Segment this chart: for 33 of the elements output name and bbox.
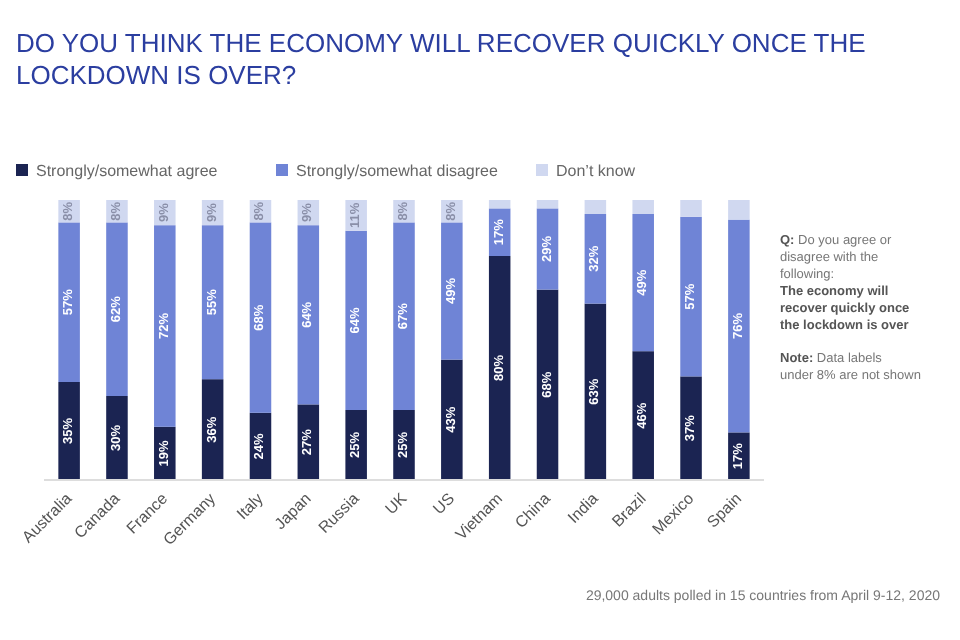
bar <box>441 359 463 480</box>
bar <box>584 200 607 214</box>
bar <box>345 230 367 410</box>
x-tick-label: UK <box>381 488 412 519</box>
bar <box>106 396 128 480</box>
bar <box>536 200 559 209</box>
bar <box>680 200 702 217</box>
bar <box>58 382 80 480</box>
bar <box>393 222 415 410</box>
legend-label: Don’t know <box>556 162 636 180</box>
legend-label: Strongly/somewhat disagree <box>296 162 499 180</box>
x-tick-label: US <box>429 489 459 519</box>
bar <box>106 222 128 396</box>
bar <box>297 225 320 405</box>
x-tick-label: Italy <box>233 489 267 524</box>
chart-title: DO YOU THINK THE ECONOMY WILL RECOVER QUICKLY ONCE THE LOCKDOWN IS OVER? <box>16 28 867 90</box>
bar <box>441 222 463 360</box>
bar <box>680 216 702 377</box>
bar <box>632 214 654 352</box>
bar <box>728 200 750 220</box>
bar <box>680 376 702 480</box>
bar <box>584 303 607 480</box>
bar <box>728 219 750 433</box>
bar <box>488 200 511 209</box>
bar <box>536 289 559 480</box>
bar <box>249 222 272 413</box>
bar <box>488 256 511 480</box>
bar <box>201 225 224 380</box>
legend-label: Strongly/somewhat agree <box>36 162 219 180</box>
bar <box>632 351 654 480</box>
bar <box>58 222 80 382</box>
bar <box>154 225 176 427</box>
bar <box>632 200 654 214</box>
